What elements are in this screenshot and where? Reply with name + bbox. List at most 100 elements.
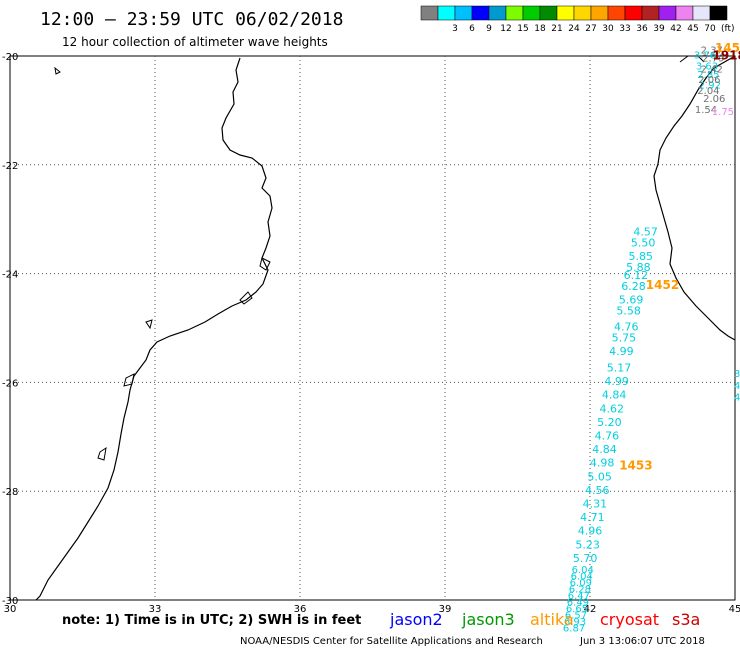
colorbar-swatch: [658, 5, 677, 21]
swh-label: 2.79: [702, 53, 724, 64]
footer-credit: NOAA/NESDIS Center for Satellite Applica…: [240, 636, 543, 647]
colorbar-unit: (ft): [721, 24, 735, 34]
coast-inlet: [145, 319, 153, 330]
lon-tick-label: 42: [584, 604, 597, 615]
footer-timestamp: Jun 3 13:06:07 UTC 2018: [579, 636, 705, 647]
colorbar-tick-label: 3: [452, 24, 458, 34]
swh-label: 2.42: [701, 64, 723, 75]
lat-tick-label: -20: [2, 52, 18, 63]
colorbar-swatch: [556, 5, 575, 21]
graticule: [10, 56, 735, 600]
latitude-labels: -20 -22 -24 -26 -28 -30: [2, 52, 18, 607]
coast-inlet: [239, 291, 253, 305]
legend-cryosat: cryosat: [600, 610, 659, 629]
coastline-madagascar: [653, 55, 736, 341]
colorbar-swatch: [590, 5, 609, 21]
colorbar-swatch: [420, 5, 439, 21]
swh-label: 6.04: [572, 565, 594, 576]
lon-tick-label: 30: [4, 604, 17, 615]
coast-islet: [259, 257, 271, 271]
colorbar-tick-label: 18: [534, 24, 546, 34]
swh-label: 5.17: [607, 362, 632, 375]
swh-label: 4.76: [595, 430, 620, 443]
colorbar-swatch: [573, 5, 592, 21]
swh-label: 6.09: [570, 578, 592, 589]
swh-label: 5.88: [626, 261, 651, 274]
colorbar-tick-label: 70: [704, 24, 716, 34]
swh-label: 6.93: [564, 617, 586, 628]
swh-label: 1.75: [712, 107, 734, 118]
colorbar-tick-label: 33: [619, 24, 630, 34]
map-subtitle: 12 hour collection of altimeter wave hei…: [62, 35, 328, 49]
swh-label: 2.37: [701, 45, 723, 56]
swh-label: 2.06: [703, 94, 725, 105]
swh-label: 3: [734, 369, 740, 380]
swh-label: 4.71: [580, 511, 605, 524]
swh-label: 6.57: [565, 610, 587, 621]
swh-label: 4.99: [609, 345, 634, 358]
swh-label: 4.99: [604, 375, 629, 388]
colorbar-swatch: [709, 5, 728, 21]
lon-tick-label: 45: [729, 604, 740, 615]
altimeter-tracks: 4.575.505.855.886.126.285.695.584.765.75…: [563, 41, 740, 634]
swh-label: 3.63: [696, 62, 718, 73]
swh-label: 2.92: [699, 81, 721, 92]
swh-label: 5.23: [575, 538, 600, 551]
colorbar-swatch: [522, 5, 541, 21]
colorbar-swatch: [607, 5, 626, 21]
colorbar-tick-label: 9: [486, 24, 492, 34]
swh-label: 6.28: [621, 280, 646, 293]
colorbar-swatch: [675, 5, 694, 21]
pass-time-label: 1452: [646, 278, 679, 292]
legend-jason3: jason3: [461, 610, 515, 629]
colorbar-tick-label: 21: [551, 24, 562, 34]
colorbar-swatch: [471, 5, 490, 21]
swh-label: 3.76: [694, 51, 716, 62]
colorbar-swatch: [624, 5, 643, 21]
swh-label: 5.50: [631, 236, 656, 249]
lon-tick-label: 39: [439, 604, 452, 615]
lat-tick-label: -28: [2, 487, 18, 498]
colorbar-swatch: [539, 5, 558, 21]
colorbar-tick-label: 27: [585, 24, 596, 34]
colorbar-tick-label: 6: [469, 24, 475, 34]
swh-label: 6.47: [568, 591, 590, 602]
swh-label: 5.70: [573, 552, 598, 565]
coast-inlet: [97, 446, 107, 461]
swh-label: 5.85: [629, 250, 654, 263]
colorbar-tick-label: 42: [670, 24, 681, 34]
coast-inlet: [123, 373, 135, 387]
legend-jason2: jason2: [389, 610, 443, 629]
swh-label: 5.58: [616, 304, 641, 317]
swh-label: 4.31: [583, 498, 608, 511]
colorbar-swatch: [437, 5, 456, 21]
swh-label: 6.87: [563, 624, 585, 635]
swh-label: 1.54: [695, 105, 717, 116]
colorbar-swatch: [488, 5, 507, 21]
colorbar-tick-label: 30: [602, 24, 614, 34]
colorbar-tick-label: 39: [653, 24, 665, 34]
lon-tick-label: 33: [149, 604, 162, 615]
colorbar-swatch: [692, 5, 711, 21]
swh-label: 5.05: [587, 470, 612, 483]
colorbar-swatch: [641, 5, 660, 21]
colorbar: 3 6 9 12 15 18 21 24 27 30 33 36 39 42 45 70 (ft): [420, 5, 735, 34]
swh-label: 2.04: [697, 86, 719, 97]
lat-tick-label: -26: [2, 378, 18, 389]
swh-label: 2.85: [697, 70, 719, 81]
pass-time-label: 145: [715, 41, 740, 55]
footer-note: note: 1) Time is in UTC; 2) SWH is in fe…: [62, 613, 361, 628]
colorbar-tick-label: 24: [568, 24, 580, 34]
swh-label: 4.57: [633, 226, 658, 239]
lat-tick-label: -22: [2, 161, 18, 172]
swh-label: 6.65: [566, 604, 588, 615]
map-title: 12:00 – 23:59 UTC 06/02/2018: [40, 9, 343, 30]
swh-label: 2.06: [698, 75, 720, 86]
swh-label: 4: [734, 392, 740, 403]
swh-label: 4: [734, 381, 740, 392]
swh-label: 4.84: [592, 443, 617, 456]
coastline-africa: [35, 57, 273, 601]
legend-s3a: s3a: [672, 610, 700, 629]
colorbar-tick-label: 12: [500, 24, 511, 34]
pass-time-label: 1918: [712, 48, 740, 62]
